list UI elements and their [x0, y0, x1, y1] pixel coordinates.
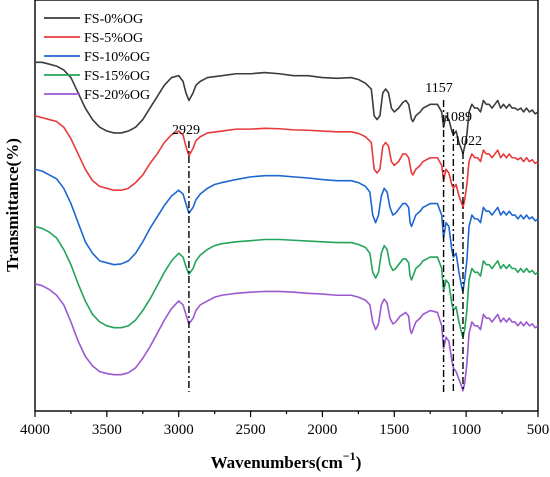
- x-tick-label-500: 500: [527, 422, 550, 438]
- x-tick-label-1000: 1000: [451, 422, 481, 438]
- x-tick-label-2500: 2500: [236, 422, 266, 438]
- x-axis-title-close: ): [356, 453, 362, 472]
- x-axis-title-superscript: −1: [343, 449, 356, 463]
- legend-label-3: FS-15%OG: [84, 69, 150, 84]
- x-axis-title: Wavenumbers(cm−1): [211, 449, 362, 472]
- annotation-label-1022: 1022: [454, 134, 482, 149]
- legend: FS-0%OG FS-5%OG FS-10%OG FS-15%OG FS-20%OG: [44, 12, 150, 103]
- annotation-layer: 2929 1157 1089 1022: [172, 81, 482, 392]
- x-axis-title-main: Wavenumbers(cm: [211, 453, 343, 472]
- x-axis-ticks: 4000 3500 3000 2500 2000 1500 1000 500: [20, 411, 549, 438]
- series-line-fs-20-og: [34, 283, 539, 392]
- legend-label-0: FS-0%OG: [84, 12, 143, 27]
- legend-label-4: FS-20%OG: [84, 88, 150, 103]
- y-axis-title: Transmittance(%): [3, 138, 22, 272]
- annotation-label-2929: 2929: [172, 123, 200, 138]
- series-line-fs-15-og: [34, 225, 539, 339]
- x-tick-label-2000: 2000: [307, 422, 337, 438]
- x-tick-label-4000: 4000: [20, 422, 50, 438]
- legend-label-2: FS-10%OG: [84, 50, 150, 65]
- x-tick-label-3500: 3500: [92, 422, 122, 438]
- x-tick-label-3000: 3000: [164, 422, 194, 438]
- series-line-fs-0-og: [35, 61, 539, 155]
- series-line-fs-10-og: [34, 168, 539, 293]
- annotation-label-1157: 1157: [425, 81, 452, 96]
- x-tick-label-1500: 1500: [379, 422, 409, 438]
- annotation-label-1089: 1089: [444, 110, 472, 125]
- series-line-fs-5-og: [34, 114, 539, 209]
- legend-label-1: FS-5%OG: [84, 31, 143, 46]
- series-layer: [34, 61, 539, 392]
